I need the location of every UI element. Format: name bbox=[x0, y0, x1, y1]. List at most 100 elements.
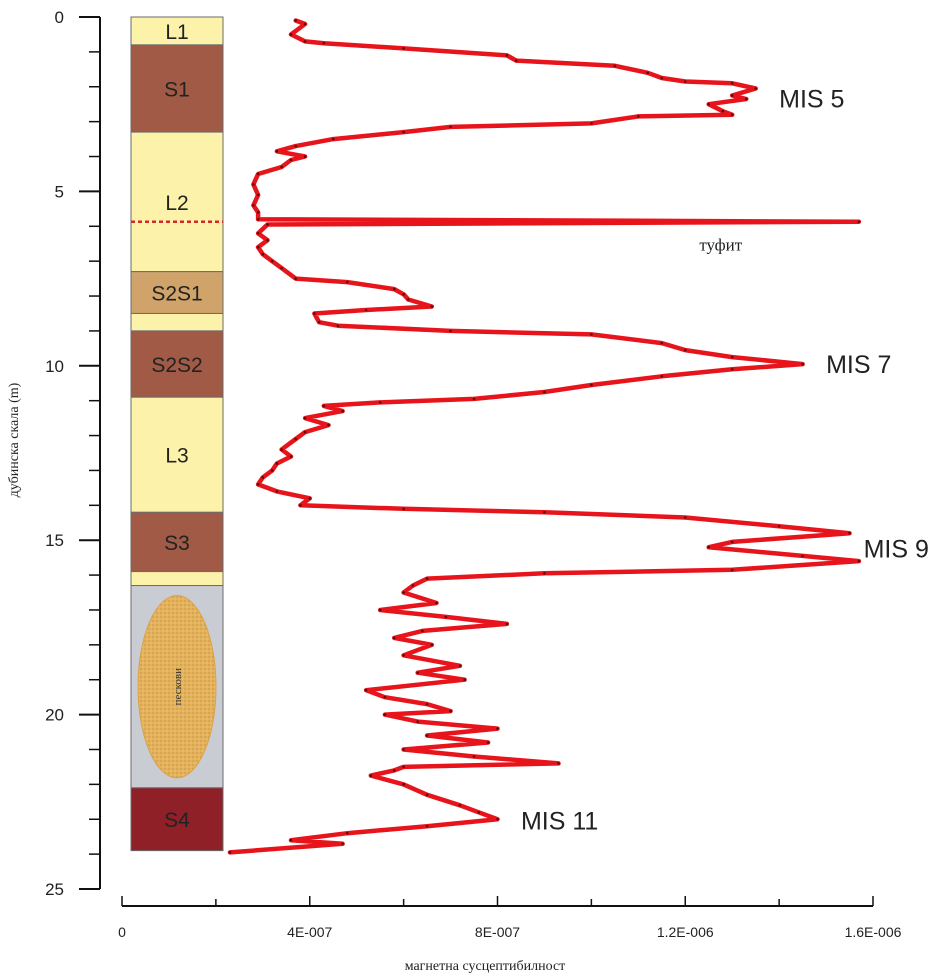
data-point-19 bbox=[637, 115, 640, 118]
data-point-22 bbox=[402, 130, 405, 134]
data-point-14 bbox=[730, 94, 734, 97]
layer-label-s2s1: S2S1 bbox=[151, 283, 202, 306]
x-tick-label-3: 1.2E-006 bbox=[657, 924, 714, 940]
data-point-122 bbox=[458, 803, 462, 807]
data-point-53 bbox=[449, 329, 452, 333]
data-point-21 bbox=[449, 125, 452, 129]
data-point-51 bbox=[317, 320, 321, 324]
data-point-104 bbox=[463, 678, 466, 682]
data-point-103 bbox=[416, 671, 420, 675]
data-point-87 bbox=[801, 554, 804, 558]
data-point-116 bbox=[557, 762, 560, 765]
data-point-16 bbox=[707, 102, 711, 106]
y-tick-label-25: 25 bbox=[45, 880, 64, 899]
data-point-125 bbox=[425, 824, 429, 828]
data-point-108 bbox=[449, 709, 452, 713]
data-point-64 bbox=[378, 401, 382, 404]
data-point-52 bbox=[336, 324, 340, 327]
layer-s4 bbox=[130, 787, 224, 852]
annotation-4: туфит bbox=[699, 236, 742, 255]
data-point-34 bbox=[256, 218, 260, 221]
annotation-0: MIS 5 bbox=[779, 86, 844, 114]
data-point-118 bbox=[392, 769, 396, 772]
data-point-11 bbox=[683, 80, 687, 83]
data-point-5 bbox=[402, 47, 405, 50]
data-point-101 bbox=[402, 654, 405, 657]
layer-l2 bbox=[130, 131, 224, 273]
data-point-96 bbox=[444, 615, 448, 619]
data-point-127 bbox=[289, 838, 293, 842]
data-point-23 bbox=[331, 137, 335, 141]
data-point-91 bbox=[425, 577, 429, 580]
data-point-128 bbox=[341, 842, 344, 845]
data-point-46 bbox=[402, 292, 405, 296]
data-point-71 bbox=[280, 448, 283, 451]
data-point-48 bbox=[430, 305, 434, 308]
data-point-43 bbox=[294, 277, 297, 280]
layer-label-s1: S1 bbox=[164, 79, 190, 102]
data-point-85 bbox=[730, 540, 734, 544]
data-point-57 bbox=[730, 355, 734, 359]
data-point-49 bbox=[364, 308, 368, 312]
layer-label-s2s2: S2S2 bbox=[151, 354, 202, 377]
x-axis-title: магнетна сусцептибилност bbox=[405, 959, 566, 974]
data-point-38 bbox=[266, 238, 269, 242]
data-point-4 bbox=[322, 41, 326, 45]
layer-label-l2: L2 bbox=[165, 192, 188, 215]
data-point-94 bbox=[435, 601, 438, 605]
data-point-83 bbox=[777, 524, 781, 528]
data-point-98 bbox=[421, 629, 424, 633]
data-point-113 bbox=[486, 741, 490, 744]
data-point-66 bbox=[341, 409, 344, 413]
data-point-9 bbox=[646, 71, 649, 75]
y-tick-label-5: 5 bbox=[55, 182, 64, 201]
layer-s1 bbox=[130, 44, 224, 133]
data-point-28 bbox=[280, 165, 283, 169]
layer-label-s3: S3 bbox=[164, 532, 190, 555]
layer-s2s2 bbox=[130, 330, 224, 398]
data-point-120 bbox=[402, 783, 405, 786]
data-point-45 bbox=[392, 287, 396, 291]
data-point-111 bbox=[496, 727, 499, 730]
data-point-47 bbox=[407, 298, 410, 301]
data-point-27 bbox=[289, 158, 293, 162]
data-point-75 bbox=[261, 476, 265, 479]
data-point-1 bbox=[303, 22, 307, 26]
data-point-78 bbox=[308, 497, 312, 500]
data-point-90 bbox=[543, 572, 546, 575]
data-point-88 bbox=[857, 559, 861, 563]
data-point-42 bbox=[280, 266, 283, 270]
annotation-1: MIS 7 bbox=[826, 351, 891, 379]
annotations: MIS 5 MIS 7 MIS 9 MIS 11 туфит bbox=[521, 86, 929, 836]
y-tick-label-0: 0 bbox=[55, 8, 64, 27]
data-point-115 bbox=[472, 755, 476, 758]
data-point-59 bbox=[730, 367, 734, 371]
data-point-12 bbox=[730, 81, 734, 85]
data-point-31 bbox=[256, 193, 260, 197]
data-point-24 bbox=[294, 144, 297, 148]
data-point-17 bbox=[721, 109, 725, 113]
data-point-63 bbox=[472, 397, 476, 401]
data-point-39 bbox=[256, 245, 260, 249]
data-point-92 bbox=[411, 584, 415, 587]
data-point-37 bbox=[256, 231, 260, 235]
y-tick-label-20: 20 bbox=[45, 706, 64, 725]
data-point-89 bbox=[730, 568, 734, 572]
data-point-68 bbox=[327, 423, 330, 427]
data-point-121 bbox=[425, 793, 429, 797]
data-point-110 bbox=[416, 720, 420, 723]
data-point-20 bbox=[590, 122, 593, 125]
data-point-93 bbox=[402, 591, 405, 594]
data-point-56 bbox=[683, 348, 687, 352]
layer-label-s4: S4 bbox=[164, 809, 190, 832]
data-point-84 bbox=[848, 531, 851, 535]
data-point-72 bbox=[289, 455, 293, 458]
data-point-41 bbox=[270, 259, 274, 263]
data-point-25 bbox=[275, 149, 279, 153]
data-point-18 bbox=[730, 113, 734, 116]
data-point-62 bbox=[543, 390, 546, 394]
data-point-105 bbox=[364, 688, 368, 692]
data-point-55 bbox=[660, 341, 664, 345]
data-point-119 bbox=[369, 774, 373, 777]
data-point-35 bbox=[857, 220, 861, 224]
